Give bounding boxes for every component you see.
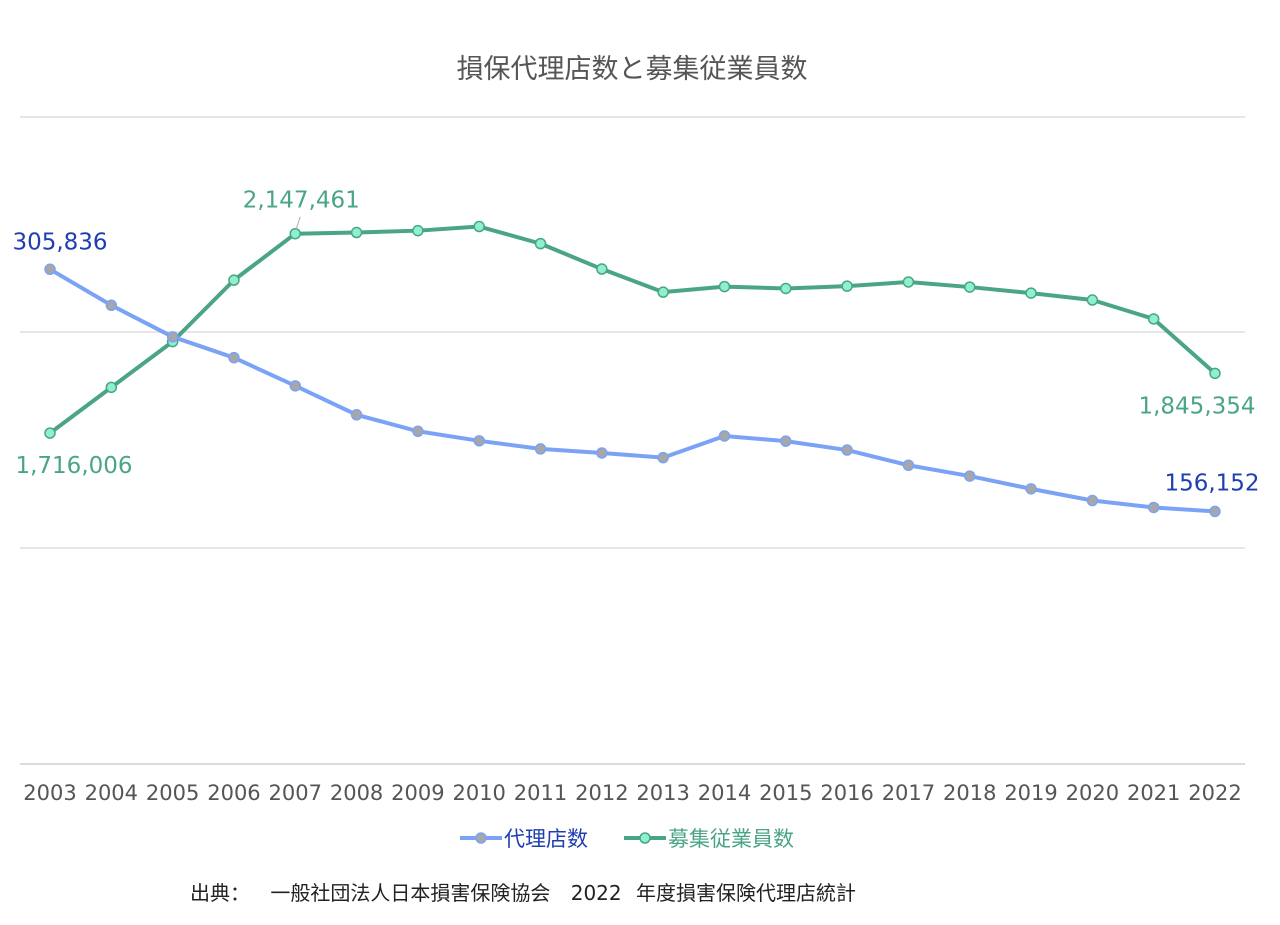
data-point-staff[interactable] xyxy=(963,281,976,293)
data-point-staff[interactable] xyxy=(780,282,792,295)
data-point-agencies[interactable] xyxy=(963,470,976,482)
legend-item-agencies[interactable]: 代理店数 xyxy=(460,827,588,851)
legend-label-agencies: 代理店数 xyxy=(504,827,588,851)
data-point-agencies[interactable] xyxy=(166,331,179,343)
data-point-staff[interactable] xyxy=(350,226,363,239)
data-point-staff[interactable] xyxy=(473,220,485,233)
data-point-staff[interactable] xyxy=(105,381,118,394)
data-point-staff[interactable] xyxy=(44,427,56,439)
x-tick-label: 2016 xyxy=(820,781,873,805)
data-point-staff[interactable] xyxy=(534,237,547,250)
x-tick-label: 2008 xyxy=(330,781,383,805)
series-line-staff xyxy=(48,224,1217,436)
x-axis-ticks: 2003 2004 2005 2006 2007 2008 2009 2010 2011 2012… xyxy=(23,781,1241,805)
data-point-agencies[interactable] xyxy=(1086,494,1099,507)
data-label-staff: 1,845,354 xyxy=(1138,393,1255,419)
source-year: 2022 xyxy=(571,881,622,905)
x-tick-label: 2019 xyxy=(1004,781,1057,805)
data-point-staff[interactable] xyxy=(596,263,608,275)
legend-marker-staff xyxy=(639,832,651,844)
data-label-staff: 2,147,461 xyxy=(243,188,360,214)
label-leader-staff xyxy=(295,216,301,229)
x-tick-label: 2014 xyxy=(698,781,751,805)
data-point-staff[interactable] xyxy=(412,224,424,237)
x-tick-label: 2018 xyxy=(943,781,996,805)
data-point-agencies[interactable] xyxy=(44,263,56,276)
x-tick-label: 2015 xyxy=(759,781,812,805)
x-tick-label: 2009 xyxy=(391,781,444,805)
data-point-agencies[interactable] xyxy=(1147,501,1160,514)
data-point-agencies[interactable] xyxy=(412,425,424,438)
data-point-agencies[interactable] xyxy=(657,451,669,464)
data-point-staff[interactable] xyxy=(841,280,853,292)
source-prefix: 出典： xyxy=(190,881,250,905)
x-tick-label: 2003 xyxy=(23,781,76,805)
x-tick-label: 2022 xyxy=(1188,781,1241,805)
data-label-staff: 1,716,006 xyxy=(15,453,132,479)
data-point-agencies[interactable] xyxy=(105,299,118,312)
data-point-staff[interactable] xyxy=(1209,367,1221,380)
data-point-agencies[interactable] xyxy=(718,430,731,442)
x-tick-label: 2006 xyxy=(207,781,260,805)
data-point-agencies[interactable] xyxy=(350,409,363,421)
data-point-agencies[interactable] xyxy=(780,435,792,447)
x-tick-label: 2011 xyxy=(514,781,567,805)
source-org: 一般社団法人日本損害保険協会 xyxy=(270,881,550,905)
x-tick-label: 2017 xyxy=(882,781,935,805)
data-point-agencies[interactable] xyxy=(841,444,853,456)
source-note: 出典： 一般社団法人日本損害保険協会 2022 年度損害保険代理店統計 xyxy=(190,881,856,905)
data-point-agencies[interactable] xyxy=(473,435,485,447)
x-tick-label: 2010 xyxy=(452,781,505,805)
data-point-agencies[interactable] xyxy=(228,351,240,364)
data-label-agencies: 156,152 xyxy=(1164,470,1259,496)
data-labels: 305,836 156,152 1,716,006 2,147,461 1,845,35… xyxy=(12,188,1259,497)
data-point-staff[interactable] xyxy=(228,274,240,286)
data-point-staff[interactable] xyxy=(1025,287,1037,299)
data-point-staff[interactable] xyxy=(1147,313,1160,325)
data-point-staff[interactable] xyxy=(902,276,915,288)
data-point-agencies[interactable] xyxy=(596,447,608,459)
x-tick-label: 2004 xyxy=(85,781,138,805)
data-point-agencies[interactable] xyxy=(902,459,915,471)
x-tick-label: 2013 xyxy=(636,781,689,805)
data-point-staff[interactable] xyxy=(289,227,302,240)
legend-marker-agencies xyxy=(475,832,487,844)
data-point-agencies[interactable] xyxy=(534,443,547,455)
data-label-agencies: 305,836 xyxy=(12,229,107,255)
legend: 代理店数 募集従業員数 xyxy=(460,827,794,851)
legend-label-staff: 募集従業員数 xyxy=(668,827,794,851)
legend-item-staff[interactable]: 募集従業員数 xyxy=(624,827,794,851)
chart-title: 損保代理店数と募集従業員数 xyxy=(457,54,808,85)
x-tick-label: 2021 xyxy=(1127,781,1180,805)
x-tick-label: 2020 xyxy=(1066,781,1119,805)
grid-lines xyxy=(20,116,1245,765)
data-point-staff[interactable] xyxy=(657,286,669,298)
data-point-agencies[interactable] xyxy=(1025,483,1037,495)
x-tick-label: 2012 xyxy=(575,781,628,805)
series-line-agencies xyxy=(48,267,1217,514)
data-point-agencies[interactable] xyxy=(1209,505,1221,518)
data-point-staff[interactable] xyxy=(1086,294,1099,306)
data-point-agencies[interactable] xyxy=(289,380,302,392)
x-tick-label: 2005 xyxy=(146,781,199,805)
data-point-staff[interactable] xyxy=(718,280,731,293)
series-lines xyxy=(48,224,1217,514)
x-tick-label: 2007 xyxy=(269,781,322,805)
series-markers xyxy=(44,220,1221,518)
source-report: 年度損害保険代理店統計 xyxy=(636,881,856,905)
